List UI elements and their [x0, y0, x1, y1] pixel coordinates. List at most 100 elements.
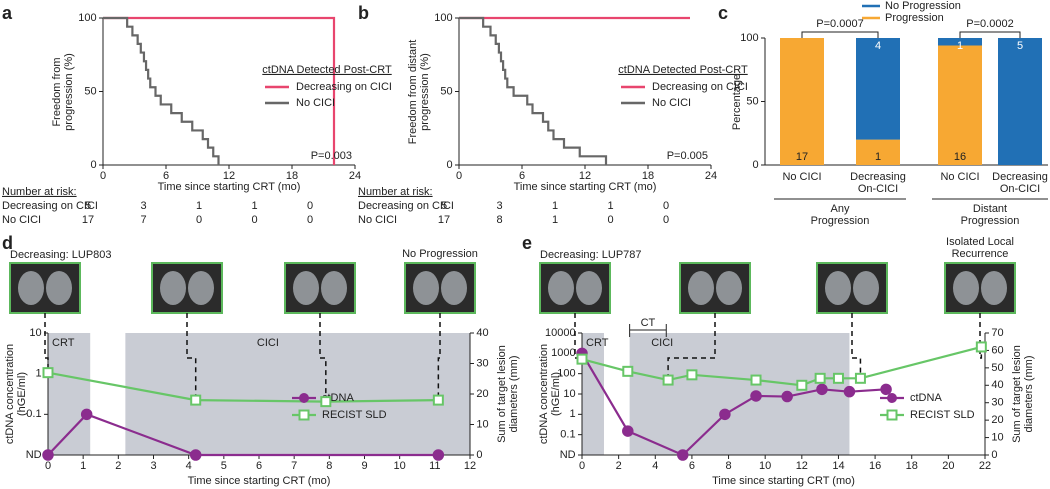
y-tick-label: 70	[991, 327, 1003, 339]
x-tick-label: 8	[725, 460, 731, 472]
scan-title: Decreasing: LUP787	[540, 249, 642, 261]
legend-label: ctDNA	[910, 392, 942, 404]
y-tick-label: 30	[476, 357, 488, 369]
treatment-span	[125, 333, 470, 455]
bar-segment	[998, 38, 1042, 165]
panel-label: e	[522, 233, 532, 253]
data-point	[796, 379, 808, 391]
panel-label: c	[718, 3, 728, 23]
scan-lung	[688, 271, 714, 305]
y-axis-label: ctDNA concentration (hGE/ml)	[4, 343, 28, 445]
risk-count: 0	[607, 214, 613, 226]
risk-count: 1	[552, 214, 558, 226]
risk-title: Number at risk:	[2, 186, 77, 198]
x-tick-label: 12	[464, 460, 476, 472]
y-tick-label: 10	[476, 418, 488, 430]
ct-bracket	[629, 324, 667, 337]
x-tick-label: 20	[942, 460, 954, 472]
scan-lung	[853, 271, 879, 305]
p-value: P=0.005	[667, 150, 708, 162]
bar-segment	[856, 38, 900, 140]
y-tick-label: 1	[569, 408, 575, 420]
x-tick-label: 4	[186, 460, 192, 472]
scan-lung	[981, 271, 1007, 305]
x-tick-label: 24	[705, 170, 717, 182]
data-point	[814, 372, 826, 384]
y2-axis-label: Sum of target lesion diameters (mm)	[496, 345, 520, 443]
legend-marker	[299, 393, 309, 403]
scan-lung	[188, 271, 214, 305]
x-tick-label: 18	[906, 460, 918, 472]
risk-count: 1	[607, 200, 613, 212]
x-tick-label: 9	[361, 460, 367, 472]
x-tick-label: 3	[150, 460, 156, 472]
bar-segment	[780, 38, 824, 165]
x-tick-label: 18	[642, 170, 654, 182]
panel-label: d	[2, 233, 13, 253]
panel-label: a	[2, 3, 13, 23]
y-tick-label: 100	[434, 12, 452, 24]
y-tick-label: 0	[90, 159, 96, 171]
scan-lung	[413, 271, 439, 305]
risk-row-label: Decreasing on CICI	[2, 200, 98, 212]
x-tick-label: 24	[349, 170, 361, 182]
y-tick-label: ND	[560, 449, 576, 461]
scan-connector	[437, 313, 441, 401]
span-label: CICI	[651, 337, 673, 349]
data-point	[42, 367, 54, 379]
count-label: 5	[1017, 40, 1023, 52]
data-point	[190, 394, 202, 406]
scan-title: Decreasing: LUP803	[10, 249, 112, 261]
scan-connector	[979, 313, 983, 359]
x-tick-label: 8	[326, 460, 332, 472]
group-label: Distant Progression	[960, 203, 1020, 227]
span-label: CRT	[52, 337, 75, 349]
y-tick-label: 0	[446, 159, 452, 171]
count-label: 4	[875, 40, 881, 52]
y-tick-label: 0.1	[560, 429, 575, 441]
p-bracket	[801, 31, 879, 38]
km-curve	[459, 16, 608, 165]
count-label: 1	[957, 40, 963, 52]
y-tick-label: 40	[991, 379, 1003, 391]
risk-count: 3	[140, 200, 146, 212]
risk-title: Number at risk:	[358, 186, 433, 198]
km-curve	[103, 16, 336, 165]
scan-lung	[953, 271, 979, 305]
x-tick-label: 12	[796, 460, 808, 472]
x-tick-label: 4	[652, 460, 658, 472]
risk-count: 7	[140, 214, 146, 226]
risk-count: 17	[82, 214, 94, 226]
scan-title: Isolated Local Recurrence	[946, 236, 1014, 260]
data-point	[832, 372, 844, 384]
scan-lung	[321, 271, 347, 305]
risk-count: 0	[196, 214, 202, 226]
x-tick-label: 0	[456, 170, 462, 182]
data-point	[719, 408, 731, 421]
data-point	[880, 383, 892, 396]
y-tick-label: ND	[26, 449, 42, 461]
data-point	[80, 408, 93, 421]
risk-count: 0	[307, 214, 313, 226]
x-tick-label: 14	[832, 460, 844, 472]
x-tick-label: 2	[115, 460, 121, 472]
y-tick-label: 10	[29, 327, 41, 339]
x-axis-label: Time since starting CRT (mo)	[712, 475, 855, 487]
data-point	[432, 394, 444, 406]
risk-row-label: No CICI	[358, 214, 397, 226]
data-point	[320, 396, 332, 408]
risk-count: 1	[552, 200, 558, 212]
data-point	[975, 341, 987, 353]
data-point	[816, 383, 828, 396]
scan-lung	[18, 271, 44, 305]
x-tick-label: 5	[221, 460, 227, 472]
legend-label: No CICI	[296, 97, 335, 109]
x-tick-label: 10	[759, 460, 771, 472]
y-tick-label: 60	[991, 344, 1003, 356]
data-point	[189, 449, 202, 461]
bar-segment	[938, 38, 982, 46]
x-tick-label: 6	[163, 170, 169, 182]
y2-axis-label: Sum of target lesion diameters (mm)	[1011, 345, 1035, 443]
p-value: P=0.0002	[966, 18, 1013, 30]
